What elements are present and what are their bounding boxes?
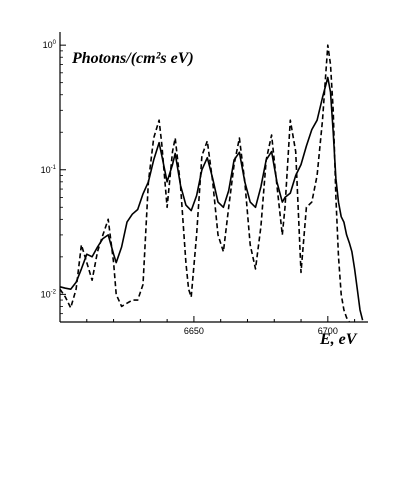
- x-axis-title: E, eV: [319, 331, 358, 348]
- solid-series-line: [59, 76, 364, 321]
- y-tick-label: 100: [43, 40, 57, 50]
- y-axis-title: Photons/(cm²s eV): [71, 50, 194, 67]
- y-tick-label: 10-1: [41, 165, 57, 175]
- x-tick-label: 6700: [318, 326, 338, 336]
- dashed-series-line: [59, 44, 350, 323]
- axes-layer: [59, 32, 368, 323]
- series-layer: [59, 44, 364, 323]
- ticks-layer: 6650 6700 100 10-1 10-2: [41, 40, 356, 336]
- x-tick-label: 6650: [184, 326, 204, 336]
- y-tick-label: 10-2: [41, 289, 57, 299]
